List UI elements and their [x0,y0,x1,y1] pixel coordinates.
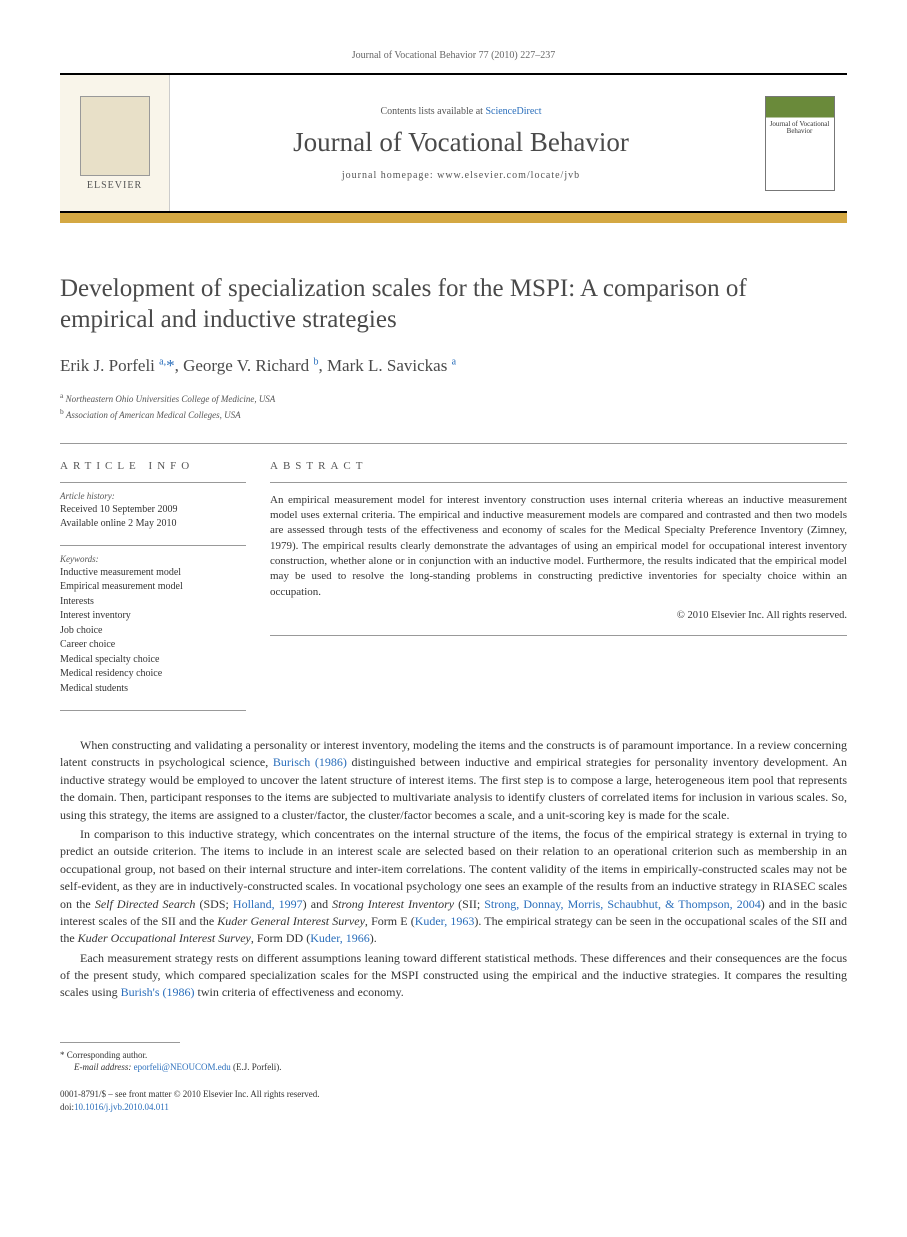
affil-marker: a [60,391,63,400]
body-paragraph: In comparison to this inductive strategy… [60,826,847,948]
masthead: ELSEVIER Contents lists available at Sci… [60,73,847,213]
keyword: Empirical measurement model [60,580,246,595]
publisher-name: ELSEVIER [87,180,142,191]
corresponding-label: Corresponding author. [67,1050,148,1060]
journal-title: Journal of Vocational Behavior [293,127,629,158]
affil-text: Northeastern Ohio Universities College o… [66,394,276,404]
abstract-copyright: © 2010 Elsevier Inc. All rights reserved… [270,610,847,621]
article-info-column: ARTICLE INFO Article history: Received 1… [60,460,270,712]
history-line: Available online 2 May 2010 [60,517,246,531]
elsevier-tree-icon [80,96,150,176]
keyword: Medical specialty choice [60,653,246,668]
keyword: Medical residency choice [60,667,246,682]
divider [270,635,847,636]
issn-copyright-line: 0001-8791/$ – see front matter © 2010 El… [60,1088,847,1101]
abstract-text: An empirical measurement model for inter… [270,493,847,601]
homepage-url: www.elsevier.com/locate/jvb [437,170,580,181]
affil-marker: b [60,407,64,416]
article-info-heading: ARTICLE INFO [60,460,246,472]
homepage-prefix: journal homepage: [342,170,437,181]
keyword: Job choice [60,624,246,639]
contents-prefix: Contents lists available at [380,106,485,117]
journal-homepage-line: journal homepage: www.elsevier.com/locat… [342,170,580,181]
email-label: E-mail address: [74,1062,131,1072]
email-line: E-mail address: eporfeli@NEOUCOM.edu (E.… [60,1061,847,1074]
abstract-heading: ABSTRACT [270,460,847,472]
body-paragraph: Each measurement strategy rests on diffe… [60,950,847,1002]
footnotes: * Corresponding author. E-mail address: … [60,1049,847,1074]
body-text: When constructing and validating a perso… [60,737,847,1002]
keyword: Inductive measurement model [60,566,246,581]
body-paragraph: When constructing and validating a perso… [60,737,847,824]
affiliation-a: a Northeastern Ohio Universities College… [60,390,847,407]
affiliation-b: b Association of American Medical Colleg… [60,406,847,423]
gold-divider-bar [60,213,847,223]
doi-line: doi:10.1016/j.jvb.2010.04.011 [60,1101,847,1114]
author-email-link[interactable]: eporfeli@NEOUCOM.edu [134,1062,231,1072]
bottom-meta: 0001-8791/$ – see front matter © 2010 El… [60,1088,847,1113]
keyword: Career choice [60,638,246,653]
journal-cover-thumbnail: Journal of Vocational Behavior [765,96,835,191]
email-attribution: (E.J. Porfeli). [233,1062,282,1072]
affil-text: Association of American Medical Colleges… [66,410,241,420]
keyword: Interest inventory [60,609,246,624]
corresponding-author-note: * Corresponding author. [60,1049,847,1062]
keywords-label: Keywords: [60,554,246,564]
keyword: Medical students [60,682,246,697]
star-icon: * [60,1050,65,1060]
history-label: Article history: [60,491,246,501]
doi-prefix: doi: [60,1102,74,1112]
keywords-block: Keywords: Inductive measurement model Em… [60,545,246,697]
article-title: Development of specialization scales for… [60,273,847,336]
publisher-logo-block: ELSEVIER [60,75,170,211]
contents-available-line: Contents lists available at ScienceDirec… [380,106,541,117]
divider [60,710,246,711]
masthead-center: Contents lists available at ScienceDirec… [170,75,752,211]
doi-link[interactable]: 10.1016/j.jvb.2010.04.011 [74,1102,169,1112]
authors-line: Erik J. Porfeli a,*, George V. Richard b… [60,356,847,376]
divider [270,482,847,483]
abstract-column: ABSTRACT An empirical measurement model … [270,460,847,712]
cover-thumb-block: Journal of Vocational Behavior [752,75,847,211]
affiliations: a Northeastern Ohio Universities College… [60,390,847,423]
footnote-separator [60,1042,180,1043]
article-history-block: Article history: Received 10 September 2… [60,482,246,531]
divider [60,443,847,444]
history-line: Received 10 September 2009 [60,503,246,517]
keywords-list: Inductive measurement model Empirical me… [60,566,246,697]
cover-label: Journal of Vocational Behavior [770,121,830,136]
header-citation: Journal of Vocational Behavior 77 (2010)… [60,50,847,61]
sciencedirect-link[interactable]: ScienceDirect [485,106,541,117]
keyword: Interests [60,595,246,610]
